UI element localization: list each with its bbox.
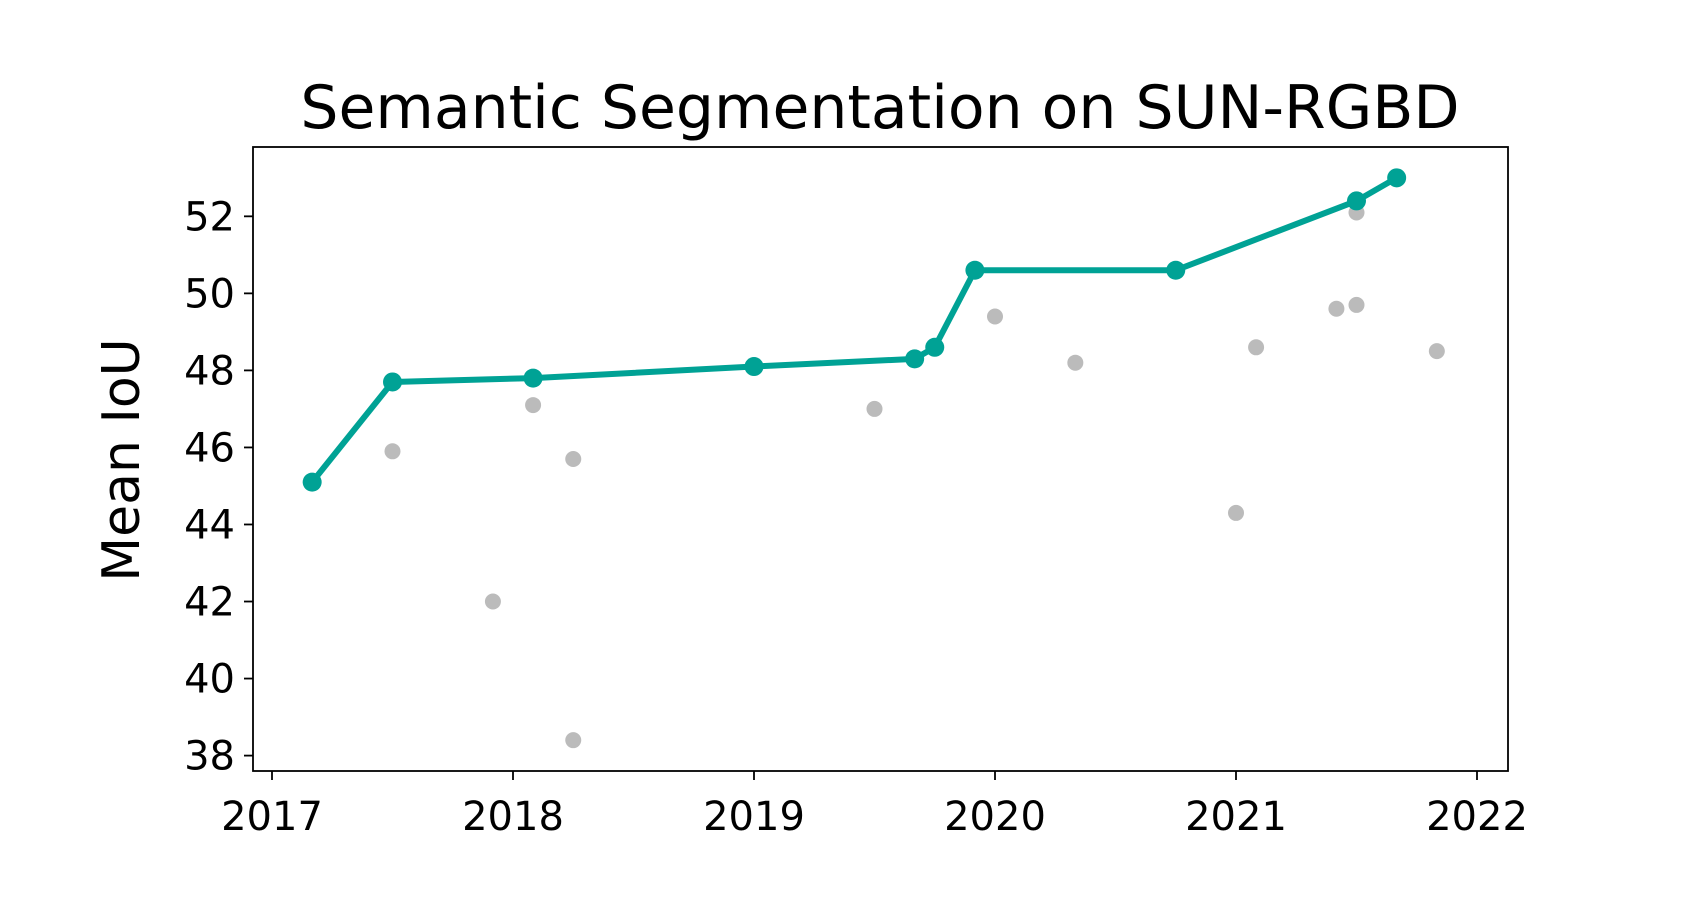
chart-title: Semantic Segmentation on SUN-RGBD — [300, 73, 1459, 143]
sota-point — [1166, 260, 1186, 280]
other-point — [525, 397, 542, 414]
y-tick-label: 38 — [184, 734, 235, 780]
sota-point — [383, 372, 402, 392]
y-tick-label: 42 — [184, 580, 235, 626]
y-tick-label: 50 — [184, 271, 235, 317]
y-tick-label: 46 — [184, 425, 235, 471]
sota-point — [1347, 191, 1366, 211]
x-tick-label: 2021 — [1185, 794, 1287, 840]
sota-point — [1387, 168, 1407, 188]
other-point — [484, 593, 501, 610]
other-point — [1248, 339, 1265, 356]
sota-point — [925, 337, 945, 357]
other-point — [1348, 296, 1365, 313]
sota-line — [309, 174, 1400, 486]
y-axis-label: Mean IoU — [92, 338, 152, 581]
y-tick-label: 40 — [184, 657, 235, 703]
other-point — [1067, 354, 1084, 371]
other-point — [866, 400, 883, 417]
sota-point — [905, 349, 925, 369]
sota-point — [523, 368, 543, 388]
plot-frame — [252, 146, 1509, 772]
other-point — [565, 732, 582, 749]
x-tick-label: 2022 — [1426, 794, 1528, 840]
y-tick-label: 52 — [184, 194, 235, 240]
other-point — [1328, 300, 1345, 317]
x-tick-label: 2018 — [462, 794, 564, 840]
plot-area — [302, 168, 1445, 749]
y-tick-label: 44 — [184, 502, 235, 548]
other-point — [1428, 343, 1445, 360]
other-point — [565, 451, 582, 467]
x-tick-label: 2017 — [221, 794, 323, 840]
sota-point — [965, 260, 985, 280]
other-point — [1228, 504, 1244, 521]
x-tick-label: 2020 — [944, 794, 1046, 840]
x-tick-label: 2019 — [703, 794, 805, 840]
sota-point — [744, 357, 764, 377]
sota-point — [302, 472, 322, 492]
other-point — [384, 443, 401, 460]
axes: 2017 2018 2019 2020 2021 2022 38 40 42 44 46 48 50 52 — [184, 194, 1528, 840]
y-tick-label: 48 — [184, 348, 235, 394]
other-point — [987, 308, 1003, 325]
